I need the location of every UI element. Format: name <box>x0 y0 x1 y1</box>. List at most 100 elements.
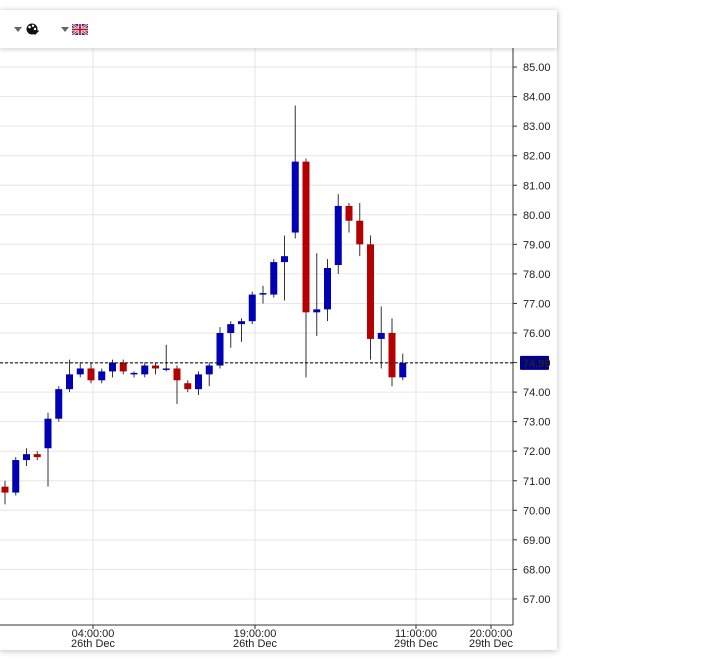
y-tick-label: 85.00 <box>523 62 551 74</box>
y-tick-label: 68.00 <box>523 564 551 576</box>
candle <box>152 362 159 375</box>
y-tick-label: 76.00 <box>523 328 551 340</box>
y-tick-label: 72.00 <box>523 446 551 458</box>
style-menu-button[interactable] <box>14 20 39 38</box>
candle <box>119 359 127 375</box>
candle <box>259 285 267 304</box>
x-tick-date: 26th Dec <box>71 638 116 650</box>
y-tick-label: 73.00 <box>523 417 551 429</box>
candle-body <box>356 220 364 245</box>
candle-body <box>184 383 192 390</box>
candle-body <box>152 365 159 369</box>
candle-body <box>334 205 342 266</box>
y-tick-label: 83.00 <box>523 121 551 133</box>
candle <box>377 306 385 369</box>
candle-body <box>130 372 138 375</box>
candle-body <box>87 368 95 381</box>
candle <box>1 480 9 505</box>
candle-body <box>238 321 245 325</box>
current-price-marker: 74.99 <box>0 355 551 370</box>
y-tick-label: 82.00 <box>523 151 551 163</box>
candle <box>345 202 353 233</box>
candle <box>44 412 52 487</box>
candle <box>238 318 245 342</box>
candle-body <box>1 486 9 493</box>
chevron-down-icon <box>61 26 69 32</box>
candle-body <box>388 333 396 378</box>
candle-body <box>302 161 310 313</box>
y-tick-label: 71.00 <box>523 476 551 488</box>
palette-icon <box>26 23 39 35</box>
candle <box>66 359 73 393</box>
x-tick-time: 11:00:00 <box>395 628 437 640</box>
y-tick-label: 77.00 <box>523 298 551 310</box>
candle <box>87 362 95 384</box>
candle-body <box>313 309 321 313</box>
candle-body <box>259 293 267 295</box>
candle <box>173 365 181 404</box>
candle <box>334 194 342 274</box>
candles <box>1 105 407 505</box>
candle-body <box>162 368 170 370</box>
candle <box>324 259 331 322</box>
candle <box>162 344 170 372</box>
y-tick-label: 81.00 <box>523 180 551 192</box>
candle-body <box>109 362 116 372</box>
candle <box>184 380 192 393</box>
y-tick-label: 74.00 <box>523 387 551 399</box>
candle <box>23 448 30 466</box>
candle-body <box>33 454 41 458</box>
chart-toolbar <box>0 10 557 48</box>
candle <box>55 386 63 422</box>
candle-body <box>227 324 235 333</box>
x-tick-date: 29th Dec <box>394 638 439 650</box>
x-tick-time: 04:00:00 <box>72 628 115 640</box>
candle <box>76 362 84 378</box>
candle <box>313 253 321 336</box>
candle-body <box>367 244 374 339</box>
candle-body <box>345 205 353 221</box>
candle <box>205 362 213 387</box>
y-tick-label: 70.00 <box>523 505 551 517</box>
candle <box>141 362 149 378</box>
candle-body <box>98 371 106 381</box>
candle <box>12 457 20 496</box>
candle <box>248 291 256 325</box>
candle-body <box>205 365 213 375</box>
candle-body <box>399 362 407 378</box>
candle-body <box>270 262 278 295</box>
candle <box>356 202 364 257</box>
x-tick-time: 19:00:00 <box>234 628 277 640</box>
candle-body <box>216 333 224 366</box>
y-tick-label: 78.00 <box>523 269 551 281</box>
candle <box>388 318 396 387</box>
uk-flag-icon <box>72 23 88 35</box>
candle-body <box>281 256 288 263</box>
candle-body <box>44 418 52 449</box>
candle-body <box>66 374 73 390</box>
y-tick-label: 69.00 <box>523 535 551 547</box>
candle <box>33 451 41 461</box>
candle <box>281 235 288 301</box>
candle-body <box>324 267 331 310</box>
candle-body <box>141 365 149 375</box>
current-price-badge <box>520 355 549 370</box>
candle-body <box>55 389 63 419</box>
candle <box>270 259 278 298</box>
candle-body <box>173 368 181 381</box>
candle <box>227 321 235 348</box>
x-tick-time: 20:00:00 <box>470 628 513 640</box>
candle <box>98 368 106 384</box>
language-menu-button[interactable] <box>61 20 88 38</box>
y-tick-label: 84.00 <box>523 92 551 104</box>
candle-body <box>76 368 84 375</box>
y-tick-label: 79.00 <box>523 239 551 251</box>
x-tick-date: 29th Dec <box>469 638 514 650</box>
candle-body <box>195 374 202 390</box>
y-tick-label: 67.00 <box>523 594 551 606</box>
candle <box>216 327 224 369</box>
candle-body <box>12 460 20 493</box>
candle-body <box>291 161 299 233</box>
candle <box>291 105 299 239</box>
